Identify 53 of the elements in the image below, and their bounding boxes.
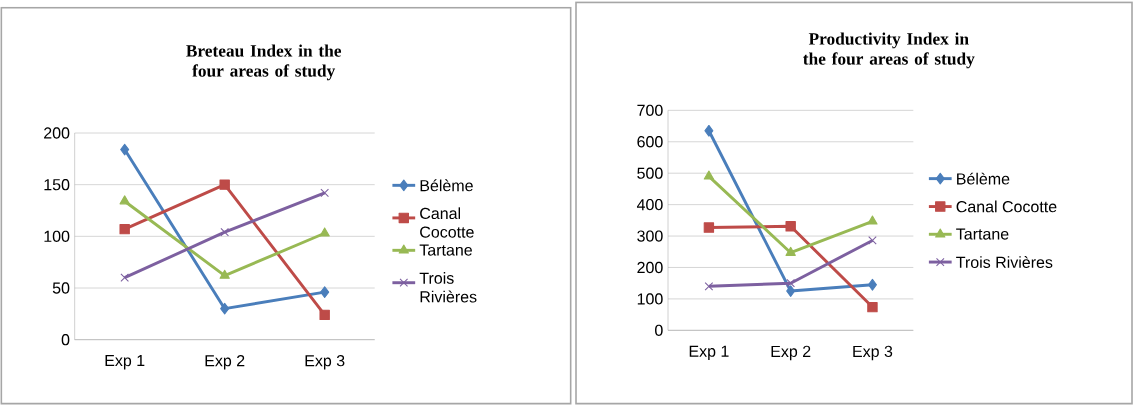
x-tick-label: Exp 1 [689,345,729,361]
y-tick-label: 300 [637,230,663,242]
y-tick-label: 100 [44,230,70,242]
legend-label: Bélème [420,179,473,192]
point [120,143,130,156]
chart-title: Productivity Index in the four areas of study [803,32,975,69]
legend-label: Trois Rivières [956,256,1053,268]
chart-title: Breteau Index in the four areas of study [186,44,342,81]
point [119,195,130,205]
y-tick-label: 600 [637,136,663,148]
legend-label: Canal Cocotte [420,207,474,238]
y-tick-label: 100 [637,293,663,305]
y-tick-label: 150 [44,179,70,191]
x-tick-label: Exp 2 [205,355,245,370]
legend-label: Trois Rivières [419,272,477,303]
y-tick-label: 0 [655,324,663,336]
y-tick-label: 700 [637,104,663,116]
point [868,236,877,245]
point [704,282,714,291]
point [704,124,714,137]
y-tick-label: 400 [636,198,663,211]
point [319,227,330,237]
legend-label: Bélème [957,172,1010,185]
point [219,269,230,279]
point [867,278,877,291]
y-tick-label: 50 [52,282,70,294]
point [703,222,715,233]
point [119,223,130,235]
point [120,273,129,282]
point [220,302,230,315]
point [319,309,330,321]
point [785,221,796,232]
legend-label: Tartane [419,244,472,256]
x-tick-label: Exp 2 [771,345,811,361]
point [867,301,878,313]
x-tick-label: Exp 1 [105,355,145,370]
point [320,188,329,198]
point [220,227,229,237]
point [320,286,330,299]
point [785,246,796,256]
point [867,215,878,225]
y-tick-label: 500 [637,167,663,179]
legend-label: Canal Cocotte [956,200,1057,213]
point [703,170,715,180]
point [219,179,230,190]
x-tick-label: Exp 3 [305,355,345,370]
point [786,278,795,288]
point [786,285,796,297]
y-tick-label: 0 [61,334,70,346]
y-tick-label: 200 [44,127,70,139]
legend-label: Tartane [956,228,1009,240]
y-tick-label: 200 [637,261,663,274]
x-tick-label: Exp 3 [853,345,893,361]
